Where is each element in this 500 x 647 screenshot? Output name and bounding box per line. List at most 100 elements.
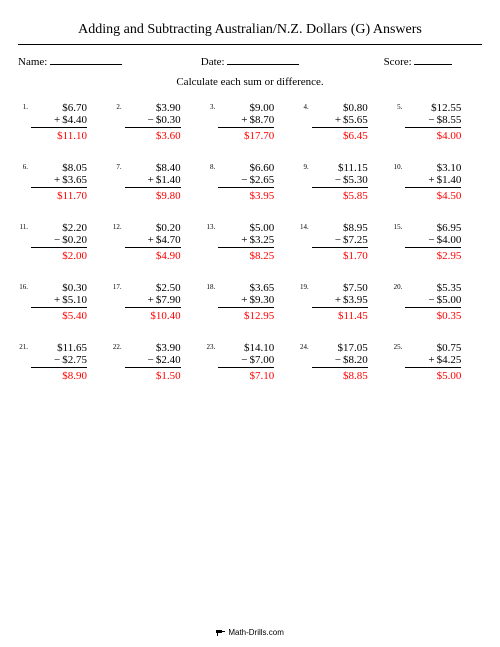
answer: $3.60: [156, 128, 181, 142]
operand-a: $2.20: [62, 222, 87, 234]
operand-b: $0.30: [156, 114, 181, 126]
operator: +: [241, 114, 249, 126]
problem: 7.$8.40+$1.40$9.80: [112, 162, 202, 202]
problem-body: $11.15−$5.30$5.85: [312, 162, 368, 202]
footer: Math-Drills.com: [0, 628, 500, 637]
answer: $8.85: [343, 368, 368, 382]
operand-row: −$2.65: [241, 174, 274, 186]
problem: 14.$8.95−$7.25$1.70: [299, 222, 389, 262]
instruction: Calculate each sum or difference.: [18, 76, 482, 88]
operand-a: $6.95: [437, 222, 462, 234]
operand-b: $5.10: [62, 294, 87, 306]
problem: 20.$5.35−$5.00$0.35: [392, 282, 482, 322]
operator: −: [241, 354, 249, 366]
answer: $12.95: [244, 308, 274, 322]
operand-row: +$3.65: [54, 174, 87, 186]
operator: +: [148, 174, 156, 186]
operator: −: [428, 234, 436, 246]
operand-b: $7.00: [249, 354, 274, 366]
problem-number: 10.: [392, 162, 405, 171]
operator: +: [54, 114, 62, 126]
name-label: Name:: [18, 56, 47, 68]
problem-body: $7.50+$3.95$11.45: [312, 282, 368, 322]
operand-row: +$7.90: [148, 294, 181, 306]
operand-b: $9.30: [249, 294, 274, 306]
operand-row: +$4.25: [428, 354, 461, 366]
problem-body: $2.20−$0.20$2.00: [31, 222, 87, 262]
answer: $4.00: [437, 128, 462, 142]
problem-body: $0.20+$4.70 $4.90: [125, 222, 181, 262]
problem-number: 21.: [18, 342, 31, 351]
operand-a: $8.40: [156, 162, 181, 174]
answer: $3.95: [249, 188, 274, 202]
operand-b: $4.40: [62, 114, 87, 126]
operand-row: −$2.75: [54, 354, 87, 366]
operand-a: $6.70: [62, 102, 87, 114]
problem-body: $11.65−$2.75$8.90: [31, 342, 87, 382]
operand-a: $3.65: [249, 282, 274, 294]
problem: 22.$3.90−$2.40$1.50: [112, 342, 202, 382]
operator: −: [54, 354, 62, 366]
operand-a: $0.20: [156, 222, 181, 234]
answer: $6.45: [343, 128, 368, 142]
operand-b: $5.00: [437, 294, 462, 306]
problem-grid: 1.$6.70+$4.40$11.102.$3.90−$0.30$3.603.$…: [18, 102, 482, 382]
problem-number: 6.: [18, 162, 31, 171]
answer: $1.70: [343, 248, 368, 262]
problem-number: 7.: [112, 162, 125, 171]
operator: +: [148, 294, 156, 306]
operand-a: $0.30: [62, 282, 87, 294]
operator: −: [148, 354, 156, 366]
operand-b: $2.75: [62, 354, 87, 366]
operator: +: [54, 294, 62, 306]
operand-b: $2.65: [249, 174, 274, 186]
problem-body: $14.10−$7.00$7.10: [218, 342, 274, 382]
problem-body: $17.05−$8.20$8.85: [312, 342, 368, 382]
problem-number: 17.: [112, 282, 125, 291]
problem: 21.$11.65−$2.75$8.90: [18, 342, 108, 382]
operator: −: [54, 234, 62, 246]
problem: 17.$2.50+$7.90$10.40: [112, 282, 202, 322]
footer-text: Math-Drills.com: [228, 628, 284, 637]
problem-body: $9.00+$8.70$17.70: [218, 102, 274, 142]
problem-body: $0.80+$5.65$6.45: [312, 102, 368, 142]
problem-number: 9.: [299, 162, 312, 171]
operator: +: [428, 174, 436, 186]
answer: $11.10: [57, 128, 87, 142]
answer: $7.10: [249, 368, 274, 382]
problem: 25.$0.75+$4.25$5.00: [392, 342, 482, 382]
answer: $5.00: [437, 368, 462, 382]
operand-b: $7.90: [156, 294, 181, 306]
date-field: Date:: [201, 55, 384, 68]
operator: +: [335, 114, 343, 126]
answer: $8.25: [249, 248, 274, 262]
answer: $11.70: [57, 188, 87, 202]
problem-body: $6.70+$4.40 $11.10: [31, 102, 87, 142]
problem: 1.$6.70+$4.40$11.10: [18, 102, 108, 142]
operator: +: [54, 174, 62, 186]
operator: −: [428, 294, 436, 306]
answer: $4.90: [156, 248, 181, 262]
problem: 13.$5.00+$3.25$8.25: [205, 222, 295, 262]
operand-a: $5.35: [437, 282, 462, 294]
operand-a: $11.15: [338, 162, 368, 174]
answer: $9.80: [156, 188, 181, 202]
operand-b: $8.20: [343, 354, 368, 366]
problem-body: $12.55−$8.55$4.00: [405, 102, 461, 142]
operand-a: $11.65: [57, 342, 87, 354]
operand-row: +$4.70: [148, 234, 181, 246]
problem-number: 11.: [18, 222, 31, 231]
operand-a: $2.50: [156, 282, 181, 294]
problem: 6.$8.05+$3.65$11.70: [18, 162, 108, 202]
answer: $17.70: [244, 128, 274, 142]
operand-b: $8.55: [437, 114, 462, 126]
problem-body: $5.00+$3.25$8.25: [218, 222, 274, 262]
operand-b: $2.40: [156, 354, 181, 366]
operator: −: [148, 114, 156, 126]
operand-b: $4.25: [437, 354, 462, 366]
operand-row: +$5.65: [335, 114, 368, 126]
problem-body: $8.40+$1.40$9.80: [125, 162, 181, 202]
page-title: Adding and Subtracting Australian/N.Z. D…: [18, 22, 482, 38]
operand-row: +$4.40: [54, 114, 87, 126]
operator: −: [335, 174, 343, 186]
